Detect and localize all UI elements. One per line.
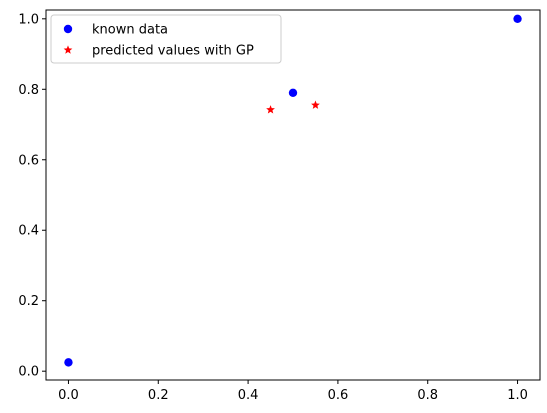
x-tick-label: 0.6 [328, 388, 349, 403]
legend-box [50, 14, 282, 64]
data-point [513, 14, 522, 24]
y-tick-label: 0.0 [18, 365, 39, 380]
y-tick-label: 0.4 [18, 224, 39, 239]
legend: known data predicted values with GP [50, 14, 282, 64]
data-point [64, 358, 73, 367]
y-tick-label: 1.0 [18, 12, 39, 27]
x-tick-label: 0.0 [58, 388, 79, 403]
x-tick-label: 0.8 [417, 388, 438, 403]
data-point [288, 88, 298, 98]
x-axis: 0.0 0.2 0.4 0.6 0.8 1.0 [58, 380, 528, 403]
x-tick-label: 0.2 [148, 388, 169, 403]
y-tick-label: 0.8 [18, 83, 39, 98]
legend-marker [63, 24, 73, 34]
y-tick-label: 0.6 [18, 153, 39, 168]
plot-frame [45, 9, 541, 381]
data-point [311, 100, 320, 109]
x-tick-label: 1.0 [507, 388, 528, 403]
y-tick-label: 0.2 [18, 294, 39, 309]
legend-label: predicted values with GP [92, 44, 254, 59]
x-tick-label: 0.4 [238, 388, 259, 403]
legend-label: known data [92, 23, 168, 38]
data-point [266, 105, 275, 114]
y-axis: 0.0 0.2 0.4 0.6 0.8 1.0 [18, 12, 46, 380]
series-predicted [266, 100, 320, 114]
legend-marker [63, 45, 73, 54]
series-known [64, 14, 522, 367]
